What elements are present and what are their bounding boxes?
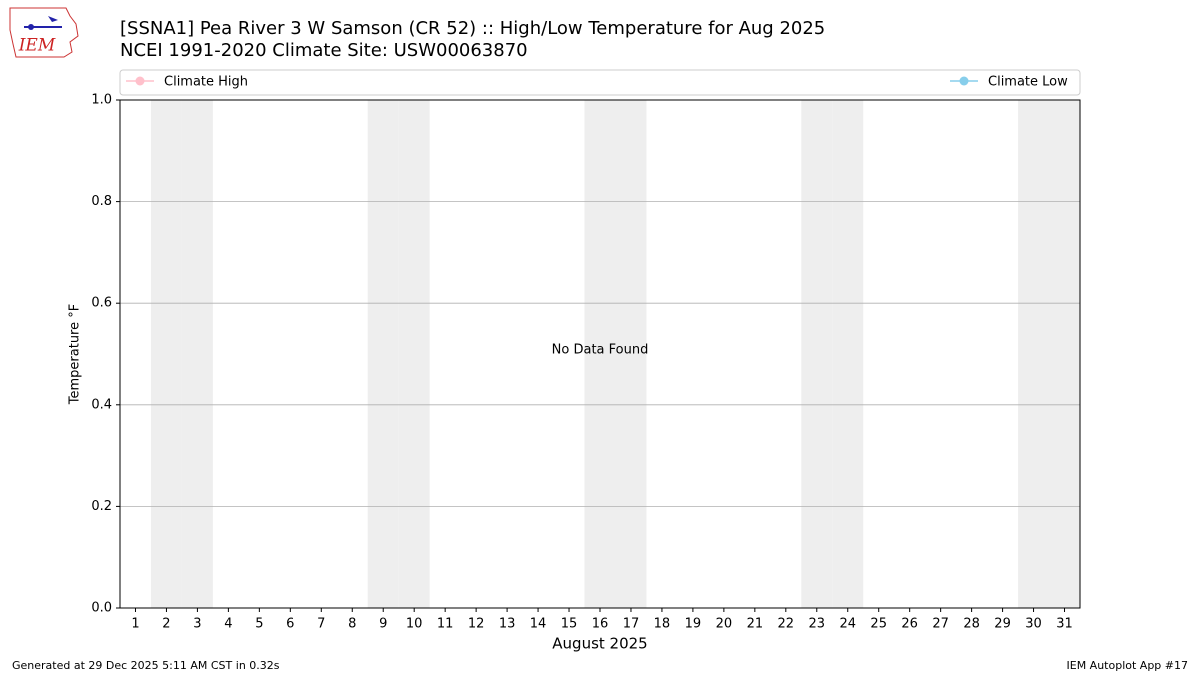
legend-box bbox=[119, 69, 1081, 96]
x-tick-label: 2 bbox=[162, 617, 170, 632]
plot-frame bbox=[119, 99, 1081, 609]
x-tick-label: 16 bbox=[592, 617, 609, 632]
x-tick-label: 27 bbox=[932, 617, 949, 632]
x-tick-label: 10 bbox=[406, 617, 423, 632]
logo: IEM bbox=[9, 7, 79, 58]
footer-right: IEM Autoplot App #17 bbox=[1067, 659, 1189, 672]
x-tick-label: 3 bbox=[193, 617, 201, 632]
x-tick-label: 25 bbox=[870, 617, 887, 632]
x-tick-label: 9 bbox=[379, 617, 387, 632]
y-axis-label: Temperature °F bbox=[68, 304, 83, 405]
x-tick-label: 28 bbox=[963, 617, 980, 632]
weekend-shade bbox=[150, 100, 182, 608]
legend-label: Climate High bbox=[164, 75, 248, 90]
weekend-shade bbox=[181, 100, 213, 608]
chart-subtitle: NCEI 1991-2020 Climate Site: USW00063870 bbox=[120, 40, 528, 61]
x-tick-label: 20 bbox=[716, 617, 733, 632]
chart-title: [SSNA1] Pea River 3 W Samson (CR 52) :: … bbox=[120, 18, 825, 39]
logo-text: IEM bbox=[18, 36, 56, 56]
legend-marker bbox=[959, 76, 969, 86]
x-axis-label: August 2025 bbox=[552, 635, 647, 653]
x-tick-label: 30 bbox=[1025, 617, 1042, 632]
x-tick-label: 18 bbox=[654, 617, 671, 632]
x-tick-label: 8 bbox=[348, 617, 356, 632]
weekend-shade bbox=[367, 100, 399, 608]
y-tick-label: 0.0 bbox=[91, 601, 112, 616]
weekend-shade bbox=[832, 100, 864, 608]
weekend-shade bbox=[584, 100, 616, 608]
x-tick-label: 5 bbox=[255, 617, 263, 632]
x-tick-label: 12 bbox=[468, 617, 485, 632]
y-tick-label: 0.8 bbox=[91, 194, 112, 209]
weekend-shade bbox=[615, 100, 647, 608]
x-tick-label: 23 bbox=[809, 617, 826, 632]
weekend-shade bbox=[1049, 100, 1080, 608]
y-tick-label: 0.2 bbox=[91, 499, 112, 514]
x-tick-label: 14 bbox=[530, 617, 547, 632]
x-tick-label: 6 bbox=[286, 617, 294, 632]
x-tick-label: 21 bbox=[747, 617, 764, 632]
x-tick-label: 19 bbox=[685, 617, 702, 632]
x-tick-label: 15 bbox=[561, 617, 578, 632]
legend-marker bbox=[135, 76, 145, 86]
y-tick-label: 1.0 bbox=[91, 93, 112, 108]
weekend-shade bbox=[801, 100, 833, 608]
annotation: No Data Found bbox=[552, 343, 649, 358]
x-tick-label: 1 bbox=[131, 617, 139, 632]
x-tick-label: 31 bbox=[1056, 617, 1073, 632]
weekend-shade bbox=[398, 100, 430, 608]
x-tick-label: 13 bbox=[499, 617, 516, 632]
x-tick-label: 26 bbox=[901, 617, 918, 632]
x-tick-label: 22 bbox=[778, 617, 795, 632]
footer-left: Generated at 29 Dec 2025 5:11 AM CST in … bbox=[12, 659, 280, 672]
legend-label: Climate Low bbox=[988, 75, 1068, 90]
x-tick-label: 29 bbox=[994, 617, 1011, 632]
x-tick-label: 4 bbox=[224, 617, 232, 632]
y-tick-label: 0.4 bbox=[91, 397, 112, 412]
x-tick-label: 17 bbox=[623, 617, 640, 632]
x-tick-label: 24 bbox=[839, 617, 856, 632]
x-tick-label: 11 bbox=[437, 617, 454, 632]
y-tick-label: 0.6 bbox=[91, 296, 112, 311]
x-tick-label: 7 bbox=[317, 617, 325, 632]
weekend-shade bbox=[1018, 100, 1050, 608]
